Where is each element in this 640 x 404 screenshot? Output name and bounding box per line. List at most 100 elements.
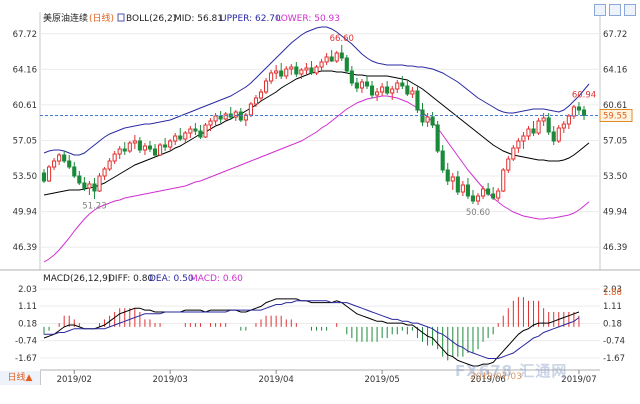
candle bbox=[87, 181, 92, 195]
x-tick-label: 2019/02 bbox=[57, 375, 92, 385]
boll-legend-swatch bbox=[117, 13, 125, 22]
watermark-date: 2019/07/03 bbox=[470, 372, 522, 382]
minimize-icon[interactable] bbox=[594, 4, 606, 16]
candle bbox=[132, 135, 137, 149]
candle bbox=[339, 45, 344, 61]
price-y-tick-left: 49.94 bbox=[13, 208, 37, 218]
macd-lines bbox=[43, 298, 580, 367]
candle bbox=[349, 66, 354, 86]
candle bbox=[274, 65, 279, 79]
macd-indicator-label: MACD(26,12,9) bbox=[43, 274, 111, 284]
macd-y-tick-left: 0.18 bbox=[18, 320, 37, 330]
candle bbox=[258, 89, 264, 102]
price-annotation: 51.23 bbox=[82, 202, 106, 212]
maximize-icon[interactable] bbox=[609, 4, 621, 16]
candle bbox=[460, 181, 465, 196]
macd-dea-line bbox=[44, 300, 580, 359]
candle bbox=[354, 78, 359, 92]
instrument-title: 美原油连续 bbox=[43, 12, 88, 24]
candle bbox=[455, 171, 460, 195]
price-y-tick-left: 46.39 bbox=[13, 243, 37, 253]
period-toggle-button[interactable]: 日线▲ bbox=[0, 371, 41, 385]
candle bbox=[137, 137, 142, 153]
candle bbox=[107, 158, 112, 171]
candle bbox=[188, 126, 193, 138]
macd-grid bbox=[40, 288, 600, 359]
candle bbox=[521, 132, 526, 149]
candle bbox=[248, 102, 253, 117]
period-label: (日线) bbox=[89, 12, 114, 24]
price-y-tick-left: 53.50 bbox=[13, 172, 37, 182]
candle bbox=[566, 114, 571, 129]
candle bbox=[183, 131, 188, 143]
candle bbox=[152, 144, 158, 157]
candle bbox=[314, 65, 319, 75]
candle bbox=[102, 167, 107, 180]
candle bbox=[496, 188, 501, 201]
price-y-ticks: 67.72 67.72 64.16 64.16 60.61 60.61 57.05 57.05… bbox=[13, 30, 628, 253]
close-icon[interactable] bbox=[624, 4, 636, 16]
macd-y-tick-left: -0.74 bbox=[15, 337, 37, 347]
macd-y-tick-left: 1.11 bbox=[18, 302, 37, 312]
candle bbox=[223, 112, 228, 122]
macd-diff-line bbox=[43, 298, 580, 367]
price-header: 美原油连续 (日线) BOLL(26,2) MID: 56.81 UPPER: … bbox=[43, 12, 340, 24]
price-annotations: 66.60 51.23 50.60 60.94 bbox=[82, 34, 596, 218]
candle bbox=[491, 187, 496, 200]
candle bbox=[329, 50, 334, 62]
price-y-tick-left: 64.16 bbox=[13, 65, 37, 75]
x-tick-label: 2019/04 bbox=[258, 375, 293, 385]
candle bbox=[415, 85, 420, 113]
candle bbox=[556, 125, 561, 143]
candle bbox=[576, 102, 582, 115]
candle bbox=[97, 173, 102, 192]
candle bbox=[470, 190, 476, 204]
candle bbox=[400, 76, 405, 89]
candle bbox=[173, 133, 178, 145]
boll-indicator-label: BOLL(26,2) bbox=[126, 14, 176, 24]
candle bbox=[561, 121, 566, 133]
price-y-tick-right: 60.61 bbox=[603, 101, 627, 111]
candle bbox=[77, 171, 82, 185]
candle bbox=[375, 88, 380, 101]
candle bbox=[531, 121, 536, 136]
price-annotation: 60.94 bbox=[572, 91, 596, 101]
last-price-label: 59.55 bbox=[603, 112, 627, 122]
candle bbox=[516, 138, 521, 153]
x-tick-label: 2019/06 bbox=[470, 375, 505, 385]
x-tick-label: 2019/05 bbox=[364, 375, 399, 385]
candle bbox=[142, 143, 147, 155]
price-y-tick-right: 67.72 bbox=[603, 30, 627, 40]
candle bbox=[289, 64, 294, 75]
macd-y-tick-right: 0.18 bbox=[603, 320, 622, 330]
price-y-tick-left: 57.05 bbox=[13, 137, 37, 147]
candle bbox=[324, 53, 329, 65]
candle bbox=[203, 123, 208, 138]
candle bbox=[541, 113, 546, 126]
candle bbox=[390, 86, 395, 100]
candle bbox=[158, 143, 163, 156]
candle bbox=[364, 76, 370, 89]
price-y-tick-left: 67.72 bbox=[13, 30, 37, 40]
candle bbox=[410, 87, 415, 98]
candle bbox=[198, 125, 203, 139]
boll-upper-line bbox=[43, 26, 590, 156]
candle bbox=[395, 80, 400, 93]
macd-y-tick-left: 2.03 bbox=[18, 285, 37, 295]
candle bbox=[112, 151, 117, 164]
x-tick-label: 2019/03 bbox=[153, 375, 188, 385]
candle bbox=[581, 106, 587, 120]
boll-mid-label: MID: 56.81 bbox=[174, 14, 223, 24]
macd-y-tick-left: -1.67 bbox=[15, 354, 37, 364]
macd-diff-label: DIFF: 0.80 bbox=[108, 274, 153, 284]
candle bbox=[193, 123, 198, 135]
candle bbox=[405, 81, 410, 96]
price-y-tick-right: 57.05 bbox=[603, 137, 627, 147]
candle bbox=[92, 178, 97, 199]
boll-lower-line bbox=[43, 95, 590, 263]
candle bbox=[309, 61, 314, 75]
candle bbox=[334, 51, 339, 63]
candle bbox=[67, 155, 72, 169]
